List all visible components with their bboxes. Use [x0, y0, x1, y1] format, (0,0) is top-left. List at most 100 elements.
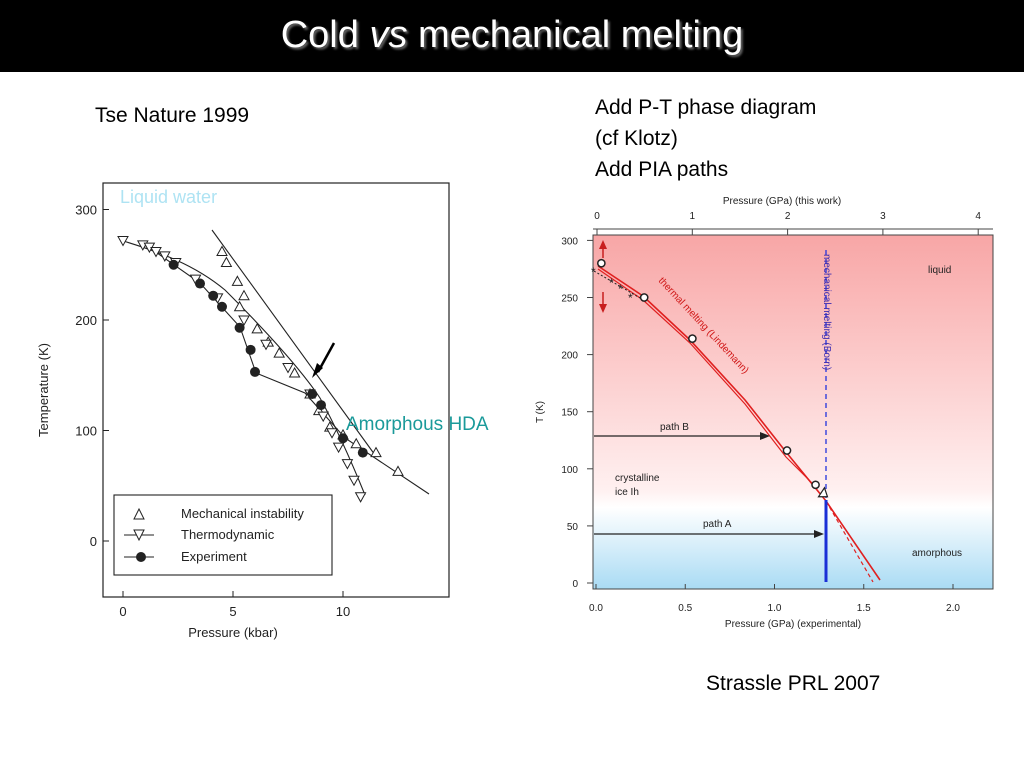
note-line-3: Add PIA paths	[595, 158, 729, 181]
experiment-point	[245, 344, 256, 355]
amorphous-hda-label: Amorphous HDA	[346, 414, 489, 435]
note-line-1: Add P-T phase diagram	[595, 96, 817, 119]
right-x-tick-label: 0.0	[589, 603, 603, 614]
right-y-tick-label: 50	[567, 522, 579, 533]
left-legend: Mechanical instability Thermodynamic Exp…	[113, 494, 333, 576]
left-plot-frame	[102, 182, 450, 598]
right-x-tick-label: 1.0	[768, 603, 782, 614]
asterisk-marker: *	[628, 291, 633, 305]
mechanical-fit-line	[211, 229, 376, 456]
left-x-tick-label: 5	[229, 604, 236, 619]
right-xlabel: Pressure (GPa) (experimental)	[725, 619, 861, 630]
experiment-point	[234, 322, 245, 333]
path-b-arrow-head	[760, 432, 770, 440]
region-ice-ih: ice Ih	[615, 487, 639, 498]
left-y-tick-label: 300	[75, 203, 97, 218]
experiment-point	[250, 366, 260, 377]
thermodynamic-point	[341, 459, 354, 470]
mechanical-instability-point	[370, 446, 382, 458]
right-y-tick-label: 300	[561, 236, 578, 247]
right-y-tick-label: 200	[561, 351, 578, 362]
mechanical-instability-point	[273, 347, 286, 358]
left-ylabel: Temperature (K)	[36, 343, 51, 437]
strassle-chart: 0.0 0.5 1.0 1.5 2.0 0 1 2 3 4 0 50 100 150 200 250 300 P…	[535, 196, 994, 630]
asterisk-marker: *	[618, 282, 623, 296]
note-line-2: (cf Klotz)	[595, 127, 678, 150]
legend-entry-experiment: Experiment	[181, 549, 247, 564]
asterisk-marker: *	[609, 276, 614, 290]
mechanical-instability-point	[238, 289, 250, 301]
mechanical-instability-point	[350, 437, 363, 449]
legend-triangle-down-icon	[133, 529, 145, 542]
path-a-label: path A	[703, 519, 732, 530]
right-y-tick-label: 100	[561, 465, 578, 476]
experiment-point	[316, 400, 326, 411]
thermodynamic-point	[150, 246, 162, 258]
legend-circle-icon	[136, 552, 146, 562]
path-a-arrow-head	[814, 530, 824, 538]
mechanical-melting-label: mechanical melting (Born)	[821, 254, 832, 370]
experiment-point	[195, 278, 205, 289]
thermodynamic-point	[260, 339, 272, 351]
right-y-tick-label: 150	[561, 408, 578, 419]
right-y-tick-label: 250	[561, 294, 578, 305]
left-xlabel: Pressure (kbar)	[188, 625, 278, 640]
thermodynamic-point	[317, 411, 330, 423]
region-crystalline: crystalline	[615, 473, 660, 484]
melting-triangle-point	[817, 486, 829, 498]
thermodynamic-point	[348, 475, 360, 487]
mechanical-instability-point	[392, 465, 404, 476]
title-bar	[0, 0, 1024, 72]
experiment-point	[168, 259, 179, 270]
right-x2-tick-label: 0	[594, 211, 600, 222]
mechanical-instability-point	[251, 322, 264, 334]
thermodynamic-point	[158, 251, 171, 262]
melting-circle-point	[811, 480, 820, 490]
mechanical-instability-point	[288, 367, 301, 378]
left-caption: Tse Nature 1999	[95, 104, 250, 127]
experiment-point	[217, 301, 227, 312]
left-y-tick-label: 200	[75, 313, 97, 328]
right-x2-tick-label: 4	[975, 211, 981, 222]
slide-title: Cold vs mechanical melting	[280, 14, 744, 56]
left-y-tick-label: 0	[90, 534, 97, 549]
thermodynamic-point	[238, 315, 250, 327]
mechanical-instability-point	[231, 275, 244, 286]
melting-circle-point	[782, 446, 792, 455]
region-amorphous: amorphous	[912, 548, 962, 559]
left-x-tick-label: 0	[119, 604, 126, 619]
asterisk-dotted-line	[593, 270, 641, 299]
thermodynamic-point	[326, 428, 338, 439]
thermal-melting-curve-2	[597, 268, 815, 486]
right-x2-tick-label: 2	[785, 211, 791, 222]
experiment-point	[208, 290, 219, 301]
experiment-point	[357, 447, 368, 458]
experiment-point	[307, 389, 318, 400]
phase-background	[593, 235, 993, 589]
melting-circle-point	[688, 334, 697, 343]
thermodynamic-point	[332, 442, 345, 454]
region-liquid: liquid	[928, 265, 951, 276]
left-y-tick-label: 100	[75, 424, 97, 439]
right-x-tick-label: 1.5	[857, 603, 871, 614]
mechanical-instability-point	[233, 300, 246, 312]
thermodynamic-point	[282, 363, 294, 374]
melting-circle-point	[597, 258, 606, 268]
right-caption: Strassle PRL 2007	[706, 672, 881, 695]
right-y-tick-label: 0	[572, 579, 578, 590]
right-x-tick-label: 2.0	[946, 603, 960, 614]
thermodynamic-point	[117, 235, 129, 247]
melting-circle-point	[639, 293, 649, 302]
left-x-tick-label: 10	[336, 604, 350, 619]
legend-triangle-up-icon	[133, 507, 145, 520]
right-x-tick-label: 0.5	[678, 603, 692, 614]
experiment-point	[338, 433, 348, 444]
right-x2label: Pressure (GPa) (this work)	[723, 196, 841, 207]
up-arrow-head	[599, 240, 607, 249]
mechanical-instability-point	[216, 245, 228, 256]
down-arrow-head	[599, 304, 607, 313]
arrow-head	[312, 363, 323, 378]
legend-entry-mechanical: Mechanical instability	[181, 506, 304, 521]
right-x2-tick-label: 3	[880, 211, 886, 222]
